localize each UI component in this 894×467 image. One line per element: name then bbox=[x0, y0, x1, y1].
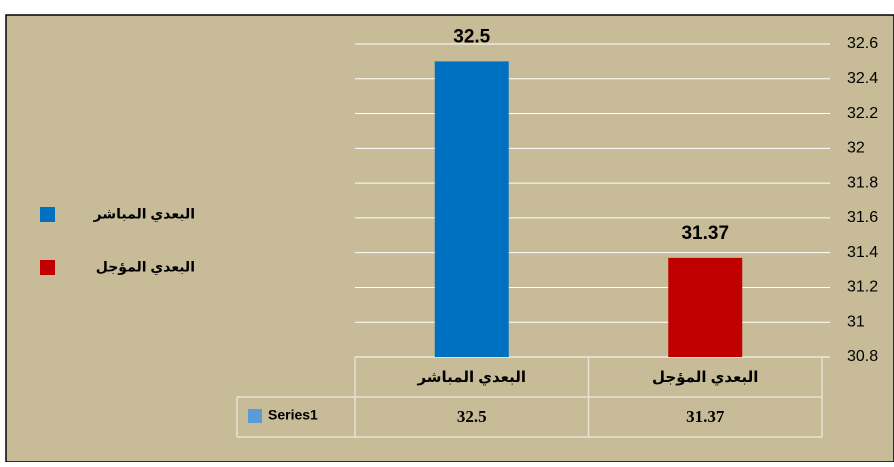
y-tick-label: 32.2 bbox=[847, 105, 878, 122]
bar bbox=[434, 61, 509, 358]
legend-key bbox=[40, 260, 55, 275]
category-label: البعدي المؤجل bbox=[652, 369, 758, 387]
y-tick-label: 31.2 bbox=[847, 279, 878, 296]
data-label: 31.37 bbox=[681, 223, 729, 244]
y-tick-label: 31.4 bbox=[847, 244, 878, 261]
legend-key bbox=[248, 409, 262, 423]
y-tick-label: 31.8 bbox=[847, 174, 878, 191]
y-tick-label: 31 bbox=[847, 313, 865, 330]
y-tick-label: 32.6 bbox=[847, 35, 878, 52]
table-value: 32.5 bbox=[457, 407, 487, 426]
y-tick-label: 31.6 bbox=[847, 209, 878, 226]
bar bbox=[668, 257, 743, 357]
legend-label: البعدي المباشر bbox=[93, 206, 195, 224]
series-name: Series1 bbox=[268, 407, 318, 423]
y-tick-label: 32.4 bbox=[847, 70, 878, 87]
legend-key bbox=[40, 207, 55, 222]
y-tick-label: 30.8 bbox=[847, 348, 878, 365]
category-label: البعدي المباشر bbox=[416, 369, 526, 387]
data-label: 32.5 bbox=[453, 26, 490, 47]
y-tick-label: 32 bbox=[847, 140, 865, 157]
legend-label: البعدي المؤجل bbox=[96, 259, 195, 277]
table-value: 31.37 bbox=[686, 407, 725, 426]
